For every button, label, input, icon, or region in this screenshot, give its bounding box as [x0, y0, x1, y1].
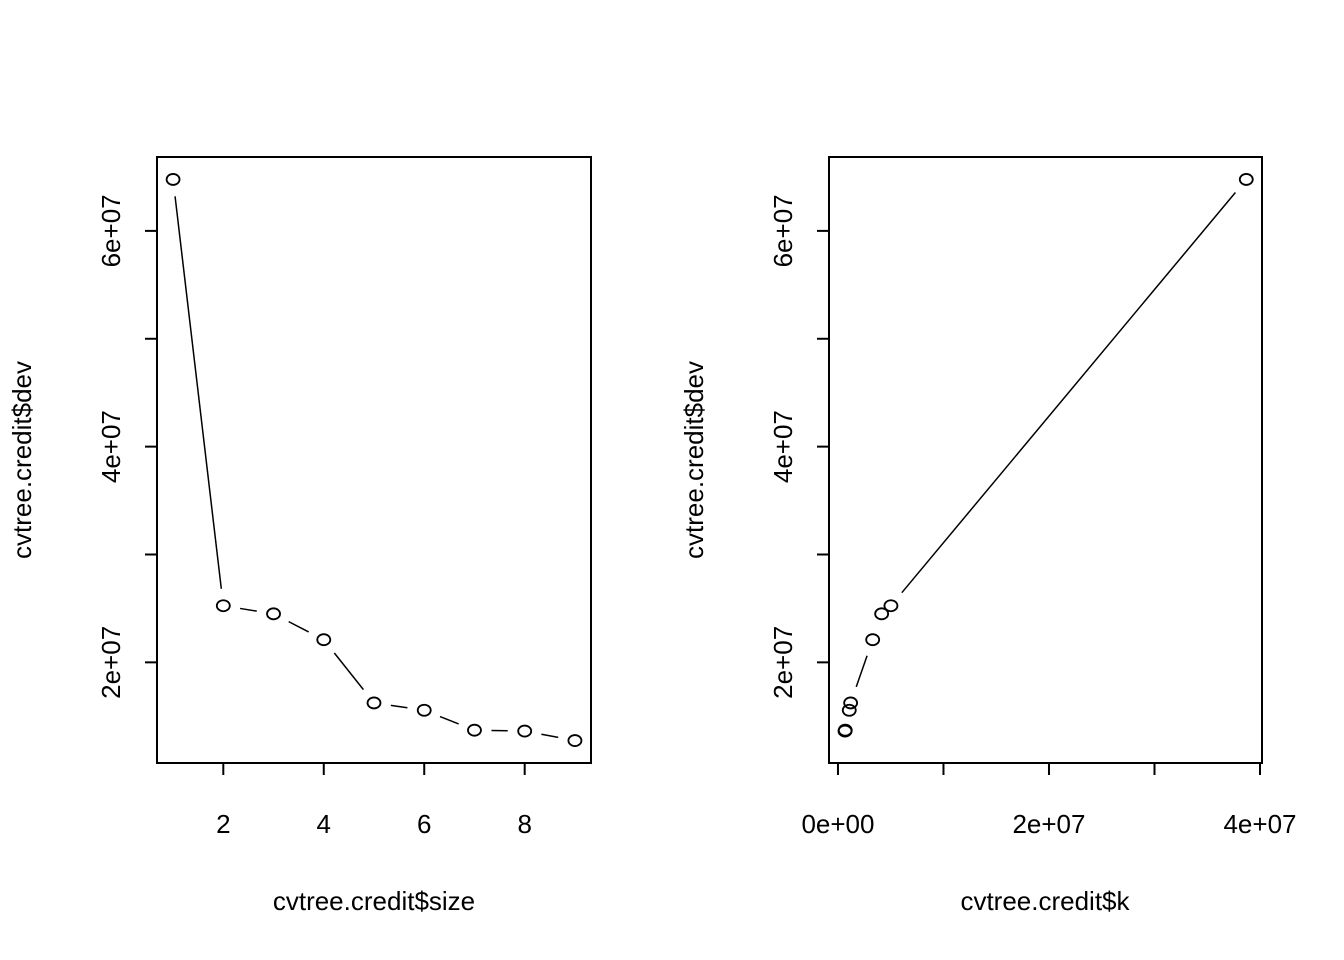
data-point	[467, 723, 482, 737]
data-point	[874, 607, 890, 621]
data-point	[841, 703, 857, 717]
data-point	[865, 633, 881, 647]
y-axis: 2e+07 4e+07 6e+07	[96, 194, 157, 699]
data-point	[517, 724, 533, 738]
x-tick-label: 4	[317, 809, 331, 839]
series-line-segment	[174, 196, 223, 589]
y-tick-label: 2e+07	[768, 626, 798, 699]
data-point	[416, 703, 432, 717]
y-axis: 2e+07 4e+07 6e+07	[768, 194, 829, 699]
x-tick-label: 8	[517, 809, 531, 839]
y-axis-label: cvtree.credit$dev	[7, 361, 37, 559]
y-tick-label: 4e+07	[768, 410, 798, 483]
x-tick-label: 2	[216, 809, 230, 839]
x-tick-label: 4e+07	[1223, 809, 1296, 839]
data-point	[843, 696, 859, 710]
data-point	[215, 599, 231, 613]
x-tick-label: 6	[417, 809, 431, 839]
series-line-segment	[541, 733, 559, 739]
y-tick-label: 2e+07	[96, 626, 126, 699]
plot-frame	[828, 156, 1263, 764]
x-axis-label: cvtree.credit$k	[960, 886, 1130, 916]
y-tick-label: 6e+07	[768, 194, 798, 267]
plot-frame	[156, 156, 592, 764]
y-tick-label: 6e+07	[96, 194, 126, 267]
plot-panel-k: 0e+00 2e+07 4e+07 2e+07 4e+07 6e+07 cvtree.c…	[679, 156, 1297, 916]
series-line-segment	[390, 704, 408, 709]
series-line-segment	[855, 655, 868, 688]
plot-marks	[837, 173, 1254, 738]
x-tick-label: 0e+00	[801, 809, 874, 839]
x-axis: 0e+00 2e+07 4e+07	[801, 763, 1297, 839]
data-point	[366, 696, 382, 710]
series-line-segment	[333, 652, 365, 691]
series-line-segment	[288, 620, 310, 633]
series-line-segment	[439, 715, 459, 725]
data-point	[316, 633, 332, 647]
x-axis: 2 4 6 8	[216, 763, 532, 839]
data-point	[165, 173, 181, 186]
data-point	[266, 607, 281, 621]
x-axis-label: cvtree.credit$size	[273, 886, 475, 916]
data-point	[567, 734, 583, 747]
x-tick-label: 2e+07	[1012, 809, 1085, 839]
plot-marks	[165, 173, 583, 747]
series-line-segment	[239, 607, 257, 612]
data-point	[883, 599, 899, 613]
data-point	[1238, 173, 1254, 186]
y-tick-label: 4e+07	[96, 410, 126, 483]
y-axis-label: cvtree.credit$dev	[679, 361, 709, 559]
data-point	[837, 724, 853, 738]
series-line-segment	[901, 192, 1236, 594]
